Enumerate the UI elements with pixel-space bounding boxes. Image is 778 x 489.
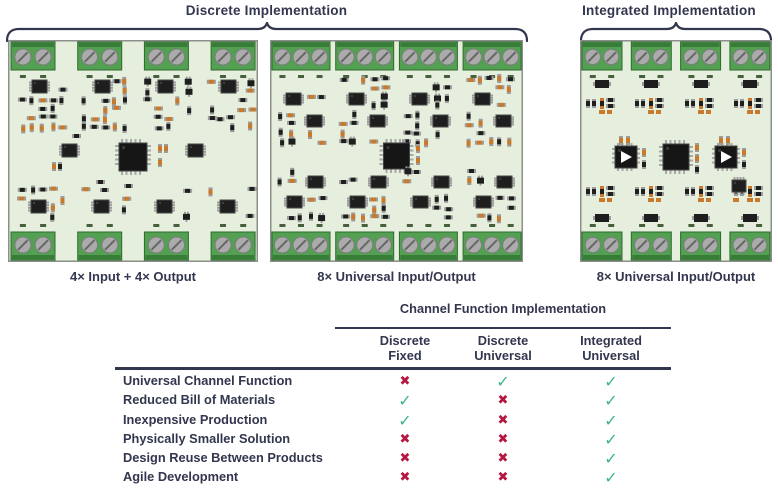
check-mark-icon: ✓ <box>604 410 618 430</box>
check-mark-icon: ✓ <box>604 372 618 391</box>
row-label: Agile Development <box>123 469 239 485</box>
check-mark-icon: ✓ <box>604 468 618 488</box>
pcb-discrete-fixed-image <box>8 40 258 262</box>
pcb-discrete-universal-image <box>270 40 523 262</box>
check-mark-icon: ✓ <box>398 391 412 411</box>
column-header-integrated-universal: Integrated Universal <box>551 333 671 363</box>
check-mark-icon: ✓ <box>604 429 618 449</box>
pcb-discrete-universal-svg <box>270 40 523 262</box>
table-row: Design Reuse Between Products ✖ ✖ ✓ <box>115 449 671 468</box>
column-header-line2: Universal <box>474 348 532 363</box>
cross-mark-icon: ✖ <box>497 470 509 486</box>
check-mark-icon: ✓ <box>604 391 618 411</box>
column-header-line1: Discrete <box>379 333 431 348</box>
table-rows: Universal Channel Function ✖ ✓ ✓ Reduced Bil… <box>115 372 671 488</box>
row-label: Design Reuse Between Products <box>123 450 323 466</box>
integrated-implementation-title: Integrated Implementation <box>582 3 756 18</box>
column-header-line1: Integrated <box>580 333 642 348</box>
table-row: Universal Channel Function ✖ ✓ ✓ <box>115 372 671 391</box>
column-header-discrete-fixed: Discrete Fixed <box>345 333 465 363</box>
cross-mark-icon: ✖ <box>399 470 411 486</box>
check-mark-icon: ✓ <box>398 410 412 430</box>
cross-mark-icon: ✖ <box>497 451 509 467</box>
discrete-implementation-title: Discrete Implementation <box>185 3 348 18</box>
discrete-brace <box>5 22 529 43</box>
cross-mark-icon: ✖ <box>399 431 411 447</box>
cross-mark-icon: ✖ <box>399 374 411 389</box>
table-title: Channel Function Implementation <box>399 301 607 316</box>
column-header-line2: Universal <box>582 348 640 363</box>
cross-mark-icon: ✖ <box>497 393 509 409</box>
column-header-line2: Fixed <box>388 348 422 363</box>
column-header-line1: Discrete <box>477 333 529 348</box>
cross-mark-icon: ✖ <box>497 431 509 447</box>
table-row: Agile Development ✖ ✖ ✓ <box>115 468 671 487</box>
integrated-brace <box>579 22 773 43</box>
caption-integrated-universal: 8× Universal Input/Output <box>596 269 756 284</box>
row-label: Universal Channel Function <box>123 373 293 388</box>
table-title-rule <box>335 327 671 329</box>
row-label: Reduced Bill of Materials <box>123 392 276 408</box>
caption-discrete-fixed: 4× Input + 4× Output <box>69 269 197 284</box>
column-header-discrete-universal: Discrete Universal <box>443 333 563 363</box>
pcb-discrete-fixed-svg <box>8 40 258 262</box>
caption-discrete-universal: 8× Universal Input/Output <box>317 269 476 284</box>
table-header-rule <box>115 367 671 370</box>
check-mark-icon: ✓ <box>496 372 510 391</box>
cross-mark-icon: ✖ <box>497 412 509 428</box>
pcb-integrated-universal-svg <box>580 40 772 262</box>
row-label: Physically Smaller Solution <box>123 430 291 446</box>
table-row: Reduced Bill of Materials ✓ ✖ ✓ <box>115 391 671 410</box>
check-mark-icon: ✓ <box>604 449 618 469</box>
row-label: Inexpensive Production <box>123 411 268 427</box>
comparison-table: Channel Function Implementation Discrete… <box>115 301 671 489</box>
table-row: Physically Smaller Solution ✖ ✖ ✓ <box>115 430 671 449</box>
cross-mark-icon: ✖ <box>399 451 411 467</box>
pcb-integrated-universal-image <box>580 40 772 262</box>
group-braces <box>5 22 773 43</box>
table-row: Inexpensive Production ✓ ✖ ✓ <box>115 411 671 430</box>
